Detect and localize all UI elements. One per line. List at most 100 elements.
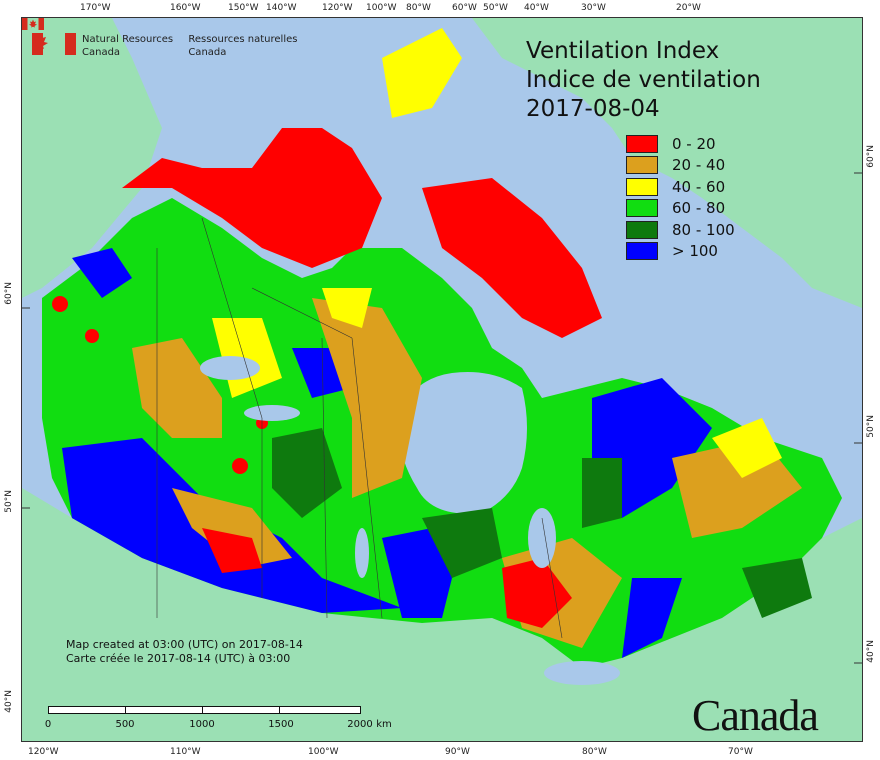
legend-label: > 100 [672, 242, 718, 261]
legend-item: 40 - 60 [626, 176, 735, 198]
top-lon-label: 50°W [483, 3, 508, 13]
bottom-lon-label: 120°W [28, 747, 59, 757]
legend-label: 40 - 60 [672, 177, 726, 196]
legend-swatch [626, 199, 658, 218]
alaska-land [22, 18, 162, 298]
blue-ontario [382, 528, 452, 618]
top-lon-label: 140°W [266, 3, 297, 13]
right-lat-label: 50°N [866, 415, 876, 438]
legend-item: 60 - 80 [626, 198, 735, 220]
legend-item: 80 - 100 [626, 219, 735, 241]
scale-label: 1000 [189, 719, 215, 730]
scale-label: 500 [115, 719, 135, 730]
org-country-fr: Canada [188, 47, 227, 58]
legend-label: 80 - 100 [672, 220, 735, 239]
title-french: Indice de ventilation [526, 67, 761, 93]
james-bay [528, 508, 556, 568]
orange-keewatin [312, 298, 422, 498]
great-bear-lake [200, 356, 260, 380]
yellow-keewatin [322, 288, 372, 328]
map-title: Ventilation Index Indice de ventilation … [526, 37, 761, 124]
bottom-lon-label: 70°W [728, 747, 753, 757]
province-boundary [321, 337, 328, 619]
bottom-lon-label: 80°W [582, 747, 607, 757]
bottom-lon-label: 110°W [170, 747, 201, 757]
top-lon-label: 150°W [228, 3, 259, 13]
top-lon-label: 80°W [406, 3, 431, 13]
title-english: Ventilation Index [526, 38, 720, 64]
greenland-land [472, 18, 862, 308]
darkgreen-quebec [582, 458, 622, 528]
scale-segment [279, 706, 361, 714]
province-boundary [351, 337, 383, 619]
scale-label: 1500 [268, 719, 294, 730]
nrcan-branding: Natural Resources Canada Ressources natu… [32, 33, 309, 59]
right-lat-label: 40°N [866, 640, 876, 663]
top-lon-label: 170°W [80, 3, 111, 13]
credits-french: Carte créée le 2017-08-14 (UTC) à 03:00 [66, 652, 291, 665]
bottom-lon-label: 90°W [445, 747, 470, 757]
map-credits: Map created at 03:00 (UTC) on 2017-08-14… [66, 638, 303, 666]
arctic-islands [122, 128, 382, 268]
bottom-lon-label: 100°W [308, 747, 339, 757]
map-canvas: Natural Resources Canada Ressources natu… [21, 17, 863, 742]
top-lon-label: 30°W [581, 3, 606, 13]
red-spot-bc-2 [85, 329, 99, 343]
legend: 0 - 20 20 - 40 40 - 60 60 - 80 80 - 100 … [626, 133, 735, 262]
usa-land [22, 488, 862, 741]
darkgreen-manitoba [422, 508, 502, 578]
hudson-bay [399, 372, 527, 514]
scale-segment [125, 706, 203, 714]
right-lat-label: 60°N [866, 145, 876, 168]
legend-item: 0 - 20 [626, 133, 735, 155]
legend-swatch [626, 134, 658, 153]
scale-bar: 0 500 1000 1500 2000 km [45, 706, 392, 730]
legend-label: 20 - 40 [672, 156, 726, 175]
blue-east [622, 578, 682, 658]
legend-swatch [626, 177, 658, 196]
orange-bc [132, 338, 222, 438]
credits-english: Map created at 03:00 (UTC) on 2017-08-14 [66, 638, 303, 651]
legend-swatch [626, 156, 658, 175]
scale-segment [202, 706, 280, 714]
province-boundary [541, 517, 563, 639]
left-lat-label: 40°N [4, 690, 14, 713]
great-lakes [544, 661, 620, 685]
scale-unit: km [376, 719, 392, 730]
scale-segment [48, 706, 126, 714]
org-country-en: Canada [82, 47, 121, 58]
map-date: 2017-08-04 [526, 96, 660, 122]
legend-swatch [626, 242, 658, 261]
great-slave-lake [244, 405, 300, 421]
scale-label: 2000 [347, 719, 373, 730]
canada-flag-icon [32, 33, 76, 55]
left-lat-label: 50°N [4, 490, 14, 513]
legend-label: 60 - 80 [672, 199, 726, 218]
org-name-fr: Ressources naturelles [188, 34, 298, 45]
map-graphic [22, 18, 862, 741]
left-lat-label: 60°N [4, 282, 14, 305]
graticule [22, 172, 862, 664]
wordmark-flag-icon [22, 18, 44, 30]
top-lon-label: 20°W [676, 3, 701, 13]
legend-item: 20 - 40 [626, 155, 735, 177]
province-boundary [201, 217, 263, 598]
top-lon-label: 160°W [170, 3, 201, 13]
red-spot-bc [52, 296, 68, 312]
legend-swatch [626, 220, 658, 239]
red-spot-prairie [232, 458, 248, 474]
canada-wordmark: Canada [692, 691, 819, 740]
top-lon-label: 60°W [452, 3, 477, 13]
scale-label: 0 [44, 719, 52, 730]
yellow-quebec [712, 418, 782, 478]
darkgreen-sask [272, 428, 342, 518]
lake-winnipeg [355, 528, 369, 578]
red-alberta [202, 528, 262, 573]
top-lon-label: 120°W [322, 3, 353, 13]
legend-label: 0 - 20 [672, 134, 716, 153]
top-lon-label: 100°W [366, 3, 397, 13]
darkgreen-maritimes [742, 558, 812, 618]
province-boundary [251, 287, 353, 339]
north-yellow-patch [382, 28, 462, 118]
